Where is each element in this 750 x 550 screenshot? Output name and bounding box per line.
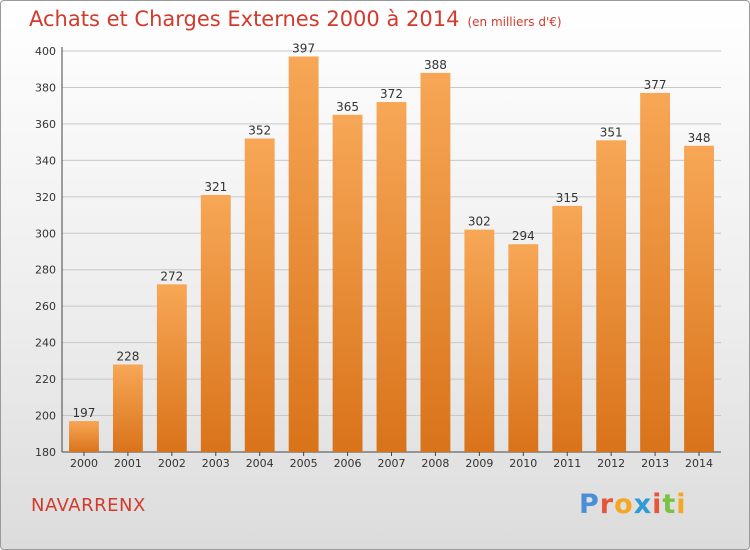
- chart-title: Achats et Charges Externes 2000 à 2014 (e…: [29, 7, 562, 31]
- data-label: 302: [468, 215, 491, 229]
- x-tick-label: 2000: [70, 457, 98, 470]
- y-tick-label: 400: [35, 45, 56, 58]
- logo-letter: o: [614, 489, 634, 520]
- commune-name: NAVARRENX: [31, 495, 146, 516]
- y-tick-label: 200: [35, 410, 56, 423]
- x-tick-label: 2007: [378, 457, 406, 470]
- data-label: 197: [73, 406, 96, 420]
- y-tick-label: 320: [35, 191, 56, 204]
- data-label: 365: [336, 100, 359, 114]
- x-tick-label: 2011: [553, 457, 581, 470]
- data-label: 351: [600, 125, 623, 139]
- chart-unit: (en milliers d'€): [467, 15, 562, 29]
- bar-2003: [200, 194, 231, 452]
- data-label: 315: [556, 191, 579, 205]
- y-tick-label: 280: [35, 264, 56, 277]
- proxiti-logo: Proxiti: [579, 489, 687, 520]
- logo-letter: t: [662, 489, 677, 520]
- bar-2004: [244, 138, 275, 452]
- x-tick-label: 2001: [114, 457, 142, 470]
- data-label: 272: [160, 269, 183, 283]
- x-tick-label: 2002: [158, 457, 186, 470]
- bar-2014: [684, 145, 714, 453]
- logo-letter: P: [579, 489, 600, 520]
- bar-2013: [640, 92, 671, 452]
- logo-letter: x: [633, 489, 653, 520]
- data-label: 228: [116, 350, 139, 364]
- bar-2009: [464, 229, 495, 452]
- bar-2000: [69, 421, 99, 452]
- x-tick-label: 2004: [246, 457, 274, 470]
- y-tick-label: 220: [35, 373, 56, 386]
- logo-letter: i: [652, 489, 663, 520]
- y-tick-label: 260: [35, 300, 56, 313]
- x-tick-label: 2006: [334, 457, 362, 470]
- data-label: 372: [380, 87, 403, 101]
- bar-2008: [420, 72, 451, 452]
- data-label: 377: [644, 78, 667, 92]
- bar-2012: [596, 140, 627, 452]
- y-tick-label: 360: [35, 118, 56, 131]
- x-tick-label: 2013: [641, 457, 669, 470]
- data-label: 348: [688, 131, 711, 145]
- y-tick-label: 300: [35, 227, 56, 240]
- bar-2002: [156, 284, 187, 452]
- bars: [69, 56, 714, 453]
- bar-2007: [376, 102, 407, 452]
- x-tick-label: 2010: [509, 457, 537, 470]
- bar-2010: [508, 244, 539, 452]
- y-tick-label: 380: [35, 81, 56, 94]
- data-label: 388: [424, 58, 447, 72]
- bar-2001: [112, 364, 143, 452]
- chart-title-text: Achats et Charges Externes 2000 à 2014: [29, 7, 460, 31]
- x-tick-label: 2014: [685, 457, 713, 470]
- y-tick-label: 240: [35, 337, 56, 350]
- bar-2006: [332, 114, 363, 452]
- bar-2011: [552, 205, 583, 452]
- x-tick-label: 2012: [597, 457, 625, 470]
- data-labels: 197 228 272 321 352 397 365 372 388 302 294 315 351 3…: [73, 41, 711, 420]
- data-label: 352: [248, 123, 271, 137]
- logo-letter: r: [599, 489, 615, 520]
- x-tick-label: 2005: [290, 457, 318, 470]
- x-tick-label: 2003: [202, 457, 230, 470]
- y-tick-label: 180: [35, 446, 56, 459]
- x-tick-label: 2009: [465, 457, 493, 470]
- y-tick-label: 340: [35, 154, 56, 167]
- data-label: 397: [292, 41, 315, 55]
- logo-letter: i: [676, 489, 687, 520]
- x-tick-label: 2008: [421, 457, 449, 470]
- bar-2005: [288, 56, 319, 453]
- data-label: 294: [512, 229, 535, 243]
- data-label: 321: [204, 180, 227, 194]
